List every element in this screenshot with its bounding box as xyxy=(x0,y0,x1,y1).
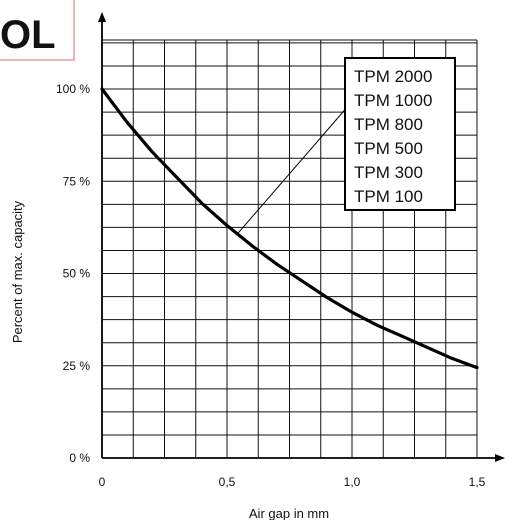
watermark-frame xyxy=(0,0,75,61)
y-axis-arrow xyxy=(98,12,106,22)
legend-entry: TPM 1000 xyxy=(354,91,432,110)
watermark-text: OL xyxy=(0,13,56,57)
x-tick-label: 1,5 xyxy=(469,475,486,489)
y-tick-label: 100 % xyxy=(56,82,90,96)
x-tick-label: 0,5 xyxy=(219,475,236,489)
labels: Air gap in mm Percent of max. capacity xyxy=(10,200,329,521)
y-tick-label: 25 % xyxy=(63,359,91,373)
legend-entry: TPM 100 xyxy=(354,187,423,206)
axes: 0 % 25 % 50 % 75 % 100 % 0 0,5 1,0 1,5 xyxy=(56,12,505,489)
y-tick-label: 0 % xyxy=(69,451,90,465)
series xyxy=(100,87,479,370)
x-axis-arrow xyxy=(495,454,505,462)
legend-pointer-line xyxy=(236,104,350,236)
legend-box xyxy=(344,57,456,211)
x-tick-label: 1,0 xyxy=(344,475,361,489)
y-tick-label: 50 % xyxy=(63,267,91,281)
watermark-logo: OL xyxy=(0,0,75,61)
y-axis-title: Percent of max. capacity xyxy=(10,200,25,343)
legend-entry: TPM 2000 xyxy=(354,67,432,86)
legend: TPM 2000 TPM 1000 TPM 800 TPM 500 TPM 300 TPM… xyxy=(236,57,456,236)
legend-entry: TPM 500 xyxy=(354,139,423,158)
x-axis-title: Air gap in mm xyxy=(249,506,329,520)
series-line xyxy=(100,87,479,370)
legend-entry: TPM 800 xyxy=(354,115,423,134)
legend-entry: TPM 300 xyxy=(354,163,423,182)
x-tick-label: 0 xyxy=(99,475,106,489)
y-tick-label: 75 % xyxy=(63,174,91,188)
